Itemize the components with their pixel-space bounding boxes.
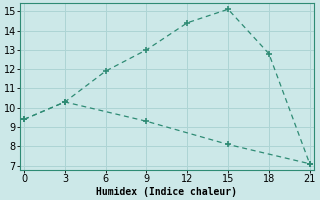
X-axis label: Humidex (Indice chaleur): Humidex (Indice chaleur) — [96, 186, 237, 197]
